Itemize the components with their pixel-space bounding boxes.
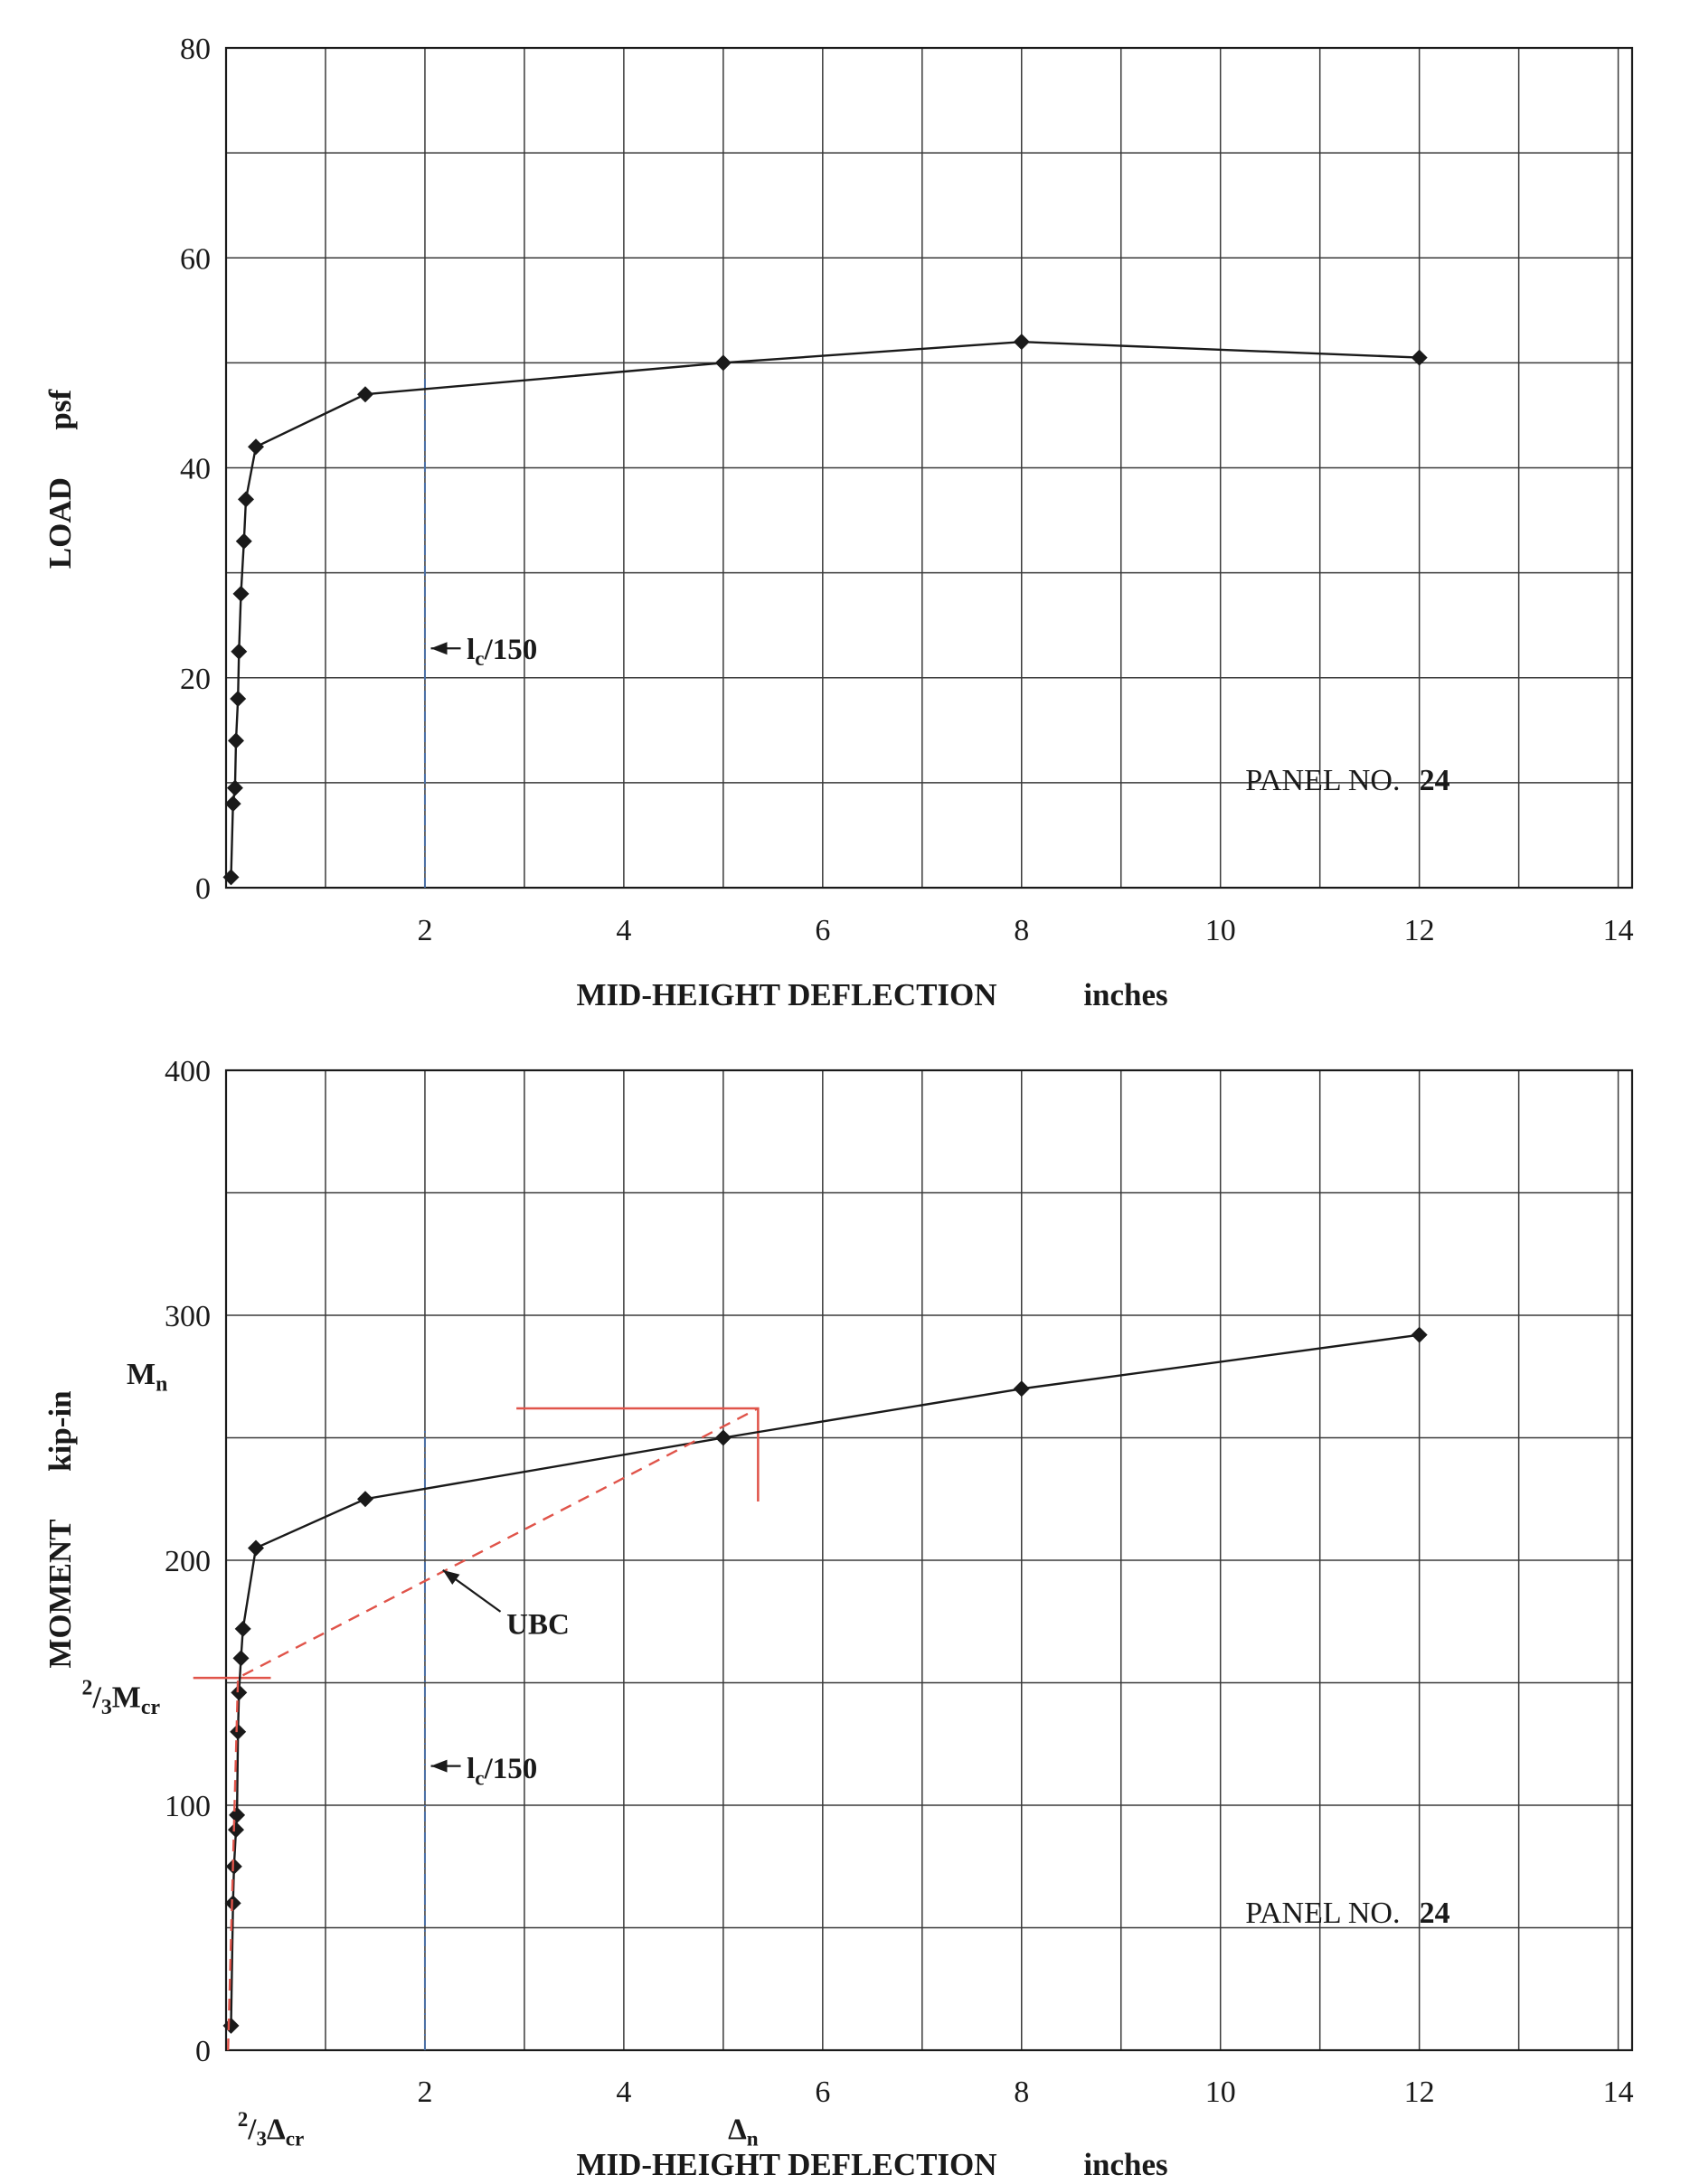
x-tick-label: 12 (1404, 2076, 1435, 2109)
y-tick-label: 400 (165, 1055, 211, 1088)
arrow-head (430, 1759, 448, 1773)
lc-over-150-label-arrow (430, 642, 461, 655)
plot-border (224, 1068, 1634, 2052)
ubc-bilinear-approximation (226, 1407, 759, 2051)
panel-no-label: PANEL NO. (1245, 1897, 1400, 1930)
data-point-marker (229, 1806, 246, 1823)
plot-border (224, 46, 1634, 890)
data-point-marker (232, 585, 250, 602)
y-tick-label: 300 (165, 1300, 211, 1333)
y-axis-title: LOAD psf (42, 389, 78, 569)
data-point-marker (232, 1650, 250, 1667)
load-deflection-chart: 0 20 40 60 80 2 4 6 8 10 12 14 lc/150 PANEL NO. 24 MID-… (0, 0, 1690, 1012)
x-tick-label: 2 (417, 2076, 432, 2109)
lc-over-150-label-arrow (430, 1759, 461, 1773)
data-point-marker (222, 2017, 240, 2034)
data-point-marker (224, 795, 241, 813)
x-tick-label: 12 (1404, 914, 1435, 947)
x-tick-label: 10 (1205, 914, 1236, 947)
data-point-marker (237, 491, 254, 508)
mn-delta-n-construction-line (516, 1407, 760, 1502)
panel-no-value: 24 (1420, 764, 1450, 797)
x-tick-label: 14 (1603, 914, 1634, 947)
data-point-marker (1411, 349, 1428, 366)
data-point-marker (222, 869, 240, 886)
y-tick-label: 0 (195, 2035, 211, 2068)
mn-label: Mn (127, 1358, 167, 1396)
x-axis-title: MID-HEIGHT DEFLECTION (576, 2147, 996, 2182)
y-axis-tick-labels: 0 20 40 60 80 (180, 33, 211, 906)
delta-n-label: Δn (728, 2113, 759, 2150)
measured-load-deflection-markers (222, 334, 1428, 886)
lc-over-150-label: lc/150 (467, 1753, 537, 1789)
x-tick-label: 6 (815, 2076, 830, 2109)
x-tick-label: 4 (616, 914, 631, 947)
data-point-marker (356, 1491, 373, 1508)
measured-moment-deflection-markers (222, 1326, 1428, 2034)
data-point-marker (226, 779, 243, 796)
data-point-marker (1013, 1380, 1030, 1398)
data-point-marker (230, 690, 247, 707)
y-tick-label: 20 (180, 663, 211, 696)
y-tick-label: 40 (180, 453, 211, 486)
data-point-marker (356, 386, 373, 403)
x-axis-units: inches (1083, 977, 1167, 1012)
x-tick-label: 8 (1014, 2076, 1029, 2109)
panel-no-value: 24 (1420, 1897, 1450, 1930)
measured-load-deflection-line (230, 340, 1420, 878)
data-point-marker (1411, 1326, 1428, 1343)
measured-moment-deflection-line (230, 1333, 1420, 2026)
y-tick-label: 100 (165, 1790, 211, 1823)
ubc-bilinear-approximation-line (226, 1407, 759, 2051)
measured-moment-deflection (222, 1326, 1428, 2034)
data-point-marker (227, 732, 244, 749)
data-point-marker (227, 1822, 244, 1839)
arrow-head (430, 642, 448, 655)
measured-load-deflection (222, 334, 1428, 886)
data-point-marker (247, 1539, 264, 1557)
two-thirds-mcr-label: 2/3Mcr (82, 1676, 161, 1719)
moment-deflection-chart: 0 100 200 300 400 2 4 6 8 10 12 14 lc/150 UBC Mn 2/3Mcr… (0, 1012, 1690, 2184)
x-tick-label: 8 (1014, 914, 1029, 947)
y-tick-label: 0 (195, 872, 211, 906)
x-tick-label: 10 (1205, 2076, 1236, 2109)
arrow-head (442, 1569, 460, 1586)
y-tick-label: 200 (165, 1545, 211, 1578)
data-point-marker (230, 1723, 247, 1740)
data-point-marker (234, 1620, 251, 1637)
x-axis-tick-labels: 2 4 6 8 10 12 14 (417, 914, 1633, 947)
ubc-label-arrow (442, 1568, 502, 1613)
y-axis-title: MOMENT kip-in (42, 1390, 78, 1668)
y-axis-tick-labels: 0 100 200 300 400 (165, 1055, 211, 2068)
data-point-marker (1013, 334, 1030, 351)
x-tick-label: 14 (1603, 2076, 1634, 2109)
data-point-marker (714, 354, 732, 372)
x-tick-label: 6 (815, 914, 830, 947)
lc-over-150-label: lc/150 (467, 634, 537, 670)
x-axis-tick-labels: 2 4 6 8 10 12 14 (417, 2076, 1633, 2109)
grid-lines (225, 47, 1632, 889)
x-axis-title: MID-HEIGHT DEFLECTION (576, 977, 996, 1012)
x-axis-units: inches (1083, 2147, 1167, 2182)
two-thirds-delta-cr-label: 2/3Δcr (238, 2107, 304, 2150)
y-tick-label: 80 (180, 33, 211, 66)
ubc-label: UBC (506, 1608, 570, 1641)
panel-no-label: PANEL NO. (1245, 764, 1400, 797)
data-point-marker (247, 438, 264, 456)
y-tick-label: 60 (180, 242, 211, 276)
data-point-marker (235, 532, 252, 550)
data-point-marker (714, 1429, 732, 1446)
data-point-marker (231, 1684, 248, 1701)
data-point-marker (231, 643, 248, 660)
x-tick-label: 2 (417, 914, 432, 947)
x-tick-label: 4 (616, 2076, 631, 2109)
